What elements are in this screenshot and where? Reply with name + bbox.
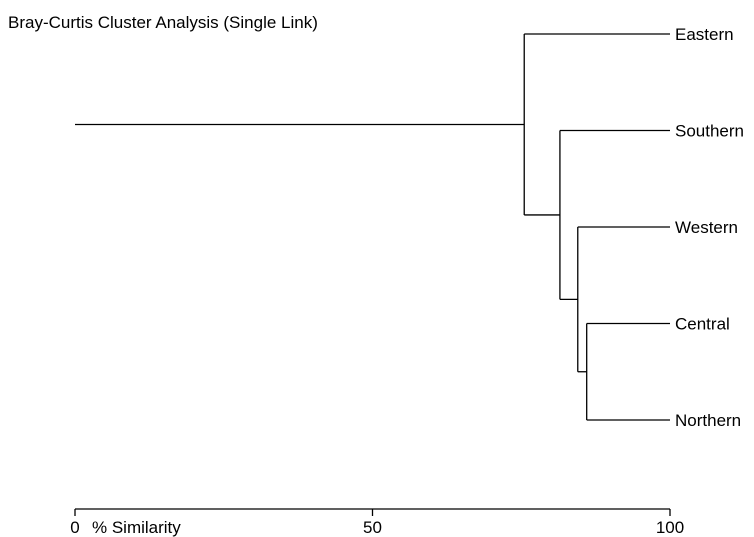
x-tick-label: 100 — [656, 518, 684, 537]
x-tick-label: 0 — [70, 518, 79, 537]
chart-title: Bray-Curtis Cluster Analysis (Single Lin… — [8, 13, 318, 32]
x-axis-label: % Similarity — [92, 518, 181, 537]
leaf-label: Western — [675, 218, 738, 237]
x-axis-ticks: 0 50 100 — [70, 509, 684, 537]
leaf-label: Central — [675, 315, 730, 334]
leaf-label: Eastern — [675, 25, 734, 44]
leaf-labels: Eastern Southern Western Central Northern — [675, 25, 744, 430]
leaf-label: Northern — [675, 411, 741, 430]
leaf-label: Southern — [675, 122, 744, 141]
x-tick-label: 50 — [363, 518, 382, 537]
dendrogram-links — [75, 33, 670, 421]
